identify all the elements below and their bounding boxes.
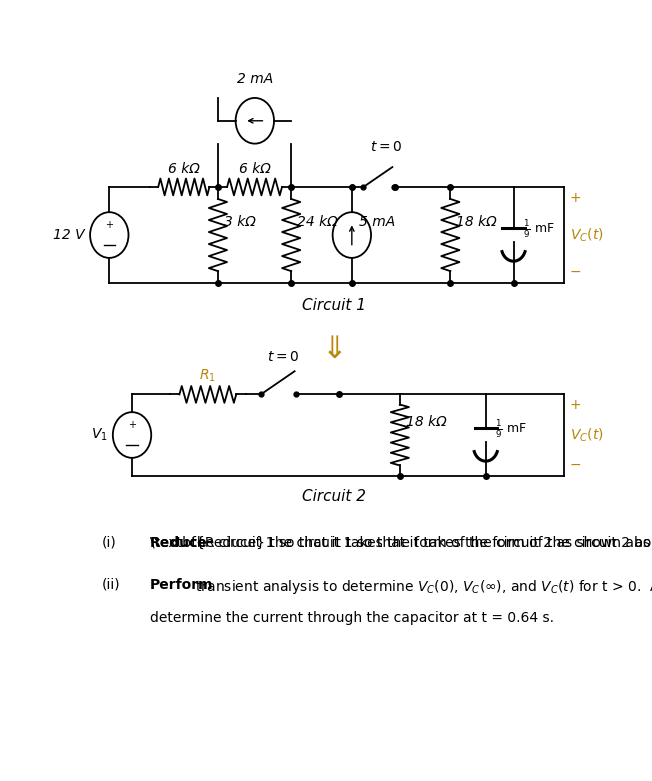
Text: Circuit 2: Circuit 2: [302, 489, 366, 504]
Text: transient analysis to determine $V_C(0)$, $V_C(\infty)$, and $V_C(t)$ for t > 0.: transient analysis to determine $V_C(0)$…: [191, 578, 652, 596]
Text: 3 kΩ: 3 kΩ: [224, 215, 256, 229]
Text: $V_C(t)$: $V_C(t)$: [570, 226, 604, 244]
Text: $t=0$: $t=0$: [267, 351, 300, 364]
Text: $V_C(t)$: $V_C(t)$: [570, 426, 604, 444]
Text: Perform: Perform: [150, 578, 213, 592]
Text: 18 kΩ: 18 kΩ: [406, 415, 447, 429]
Text: $t=0$: $t=0$: [370, 140, 402, 154]
Text: 12 V: 12 V: [53, 228, 85, 242]
Text: $\frac{1}{9}$ mF: $\frac{1}{9}$ mF: [495, 418, 527, 440]
Text: +: +: [105, 219, 113, 230]
Text: 6 kΩ: 6 kΩ: [239, 162, 271, 176]
Text: (i): (i): [102, 536, 117, 550]
Text: 6 kΩ: 6 kΩ: [168, 162, 200, 176]
Text: Circuit 1: Circuit 1: [302, 298, 366, 313]
Text: $\frac{1}{9}$ mF: $\frac{1}{9}$ mF: [523, 218, 554, 240]
Text: 18 kΩ: 18 kΩ: [456, 215, 497, 229]
Text: $R_1$: $R_1$: [200, 367, 216, 383]
Text: 5 mA: 5 mA: [359, 215, 396, 229]
Text: the circuit 1 so that it takes the form of the circuit 2 as shown above.: the circuit 1 so that it takes the form …: [187, 536, 652, 550]
Text: ⇓: ⇓: [321, 335, 347, 364]
Text: +: +: [569, 191, 581, 205]
Text: −: −: [569, 266, 581, 280]
Text: +: +: [128, 419, 136, 430]
Text: −: −: [569, 458, 581, 472]
Text: 2 mA: 2 mA: [237, 72, 273, 86]
Text: determine the current through the capacitor at t = 0.64 s.: determine the current through the capaci…: [150, 611, 554, 625]
Text: $V_1$: $V_1$: [91, 426, 108, 443]
Text: Reduce: Reduce: [150, 536, 207, 550]
Text: 24 kΩ: 24 kΩ: [297, 215, 338, 229]
Text: \textbf{Reduce} the circuit 1 so that it takes the form of the circuit 2 as show: \textbf{Reduce} the circuit 1 so that it…: [150, 536, 652, 550]
Text: +: +: [569, 398, 581, 412]
Text: (ii): (ii): [102, 578, 121, 592]
